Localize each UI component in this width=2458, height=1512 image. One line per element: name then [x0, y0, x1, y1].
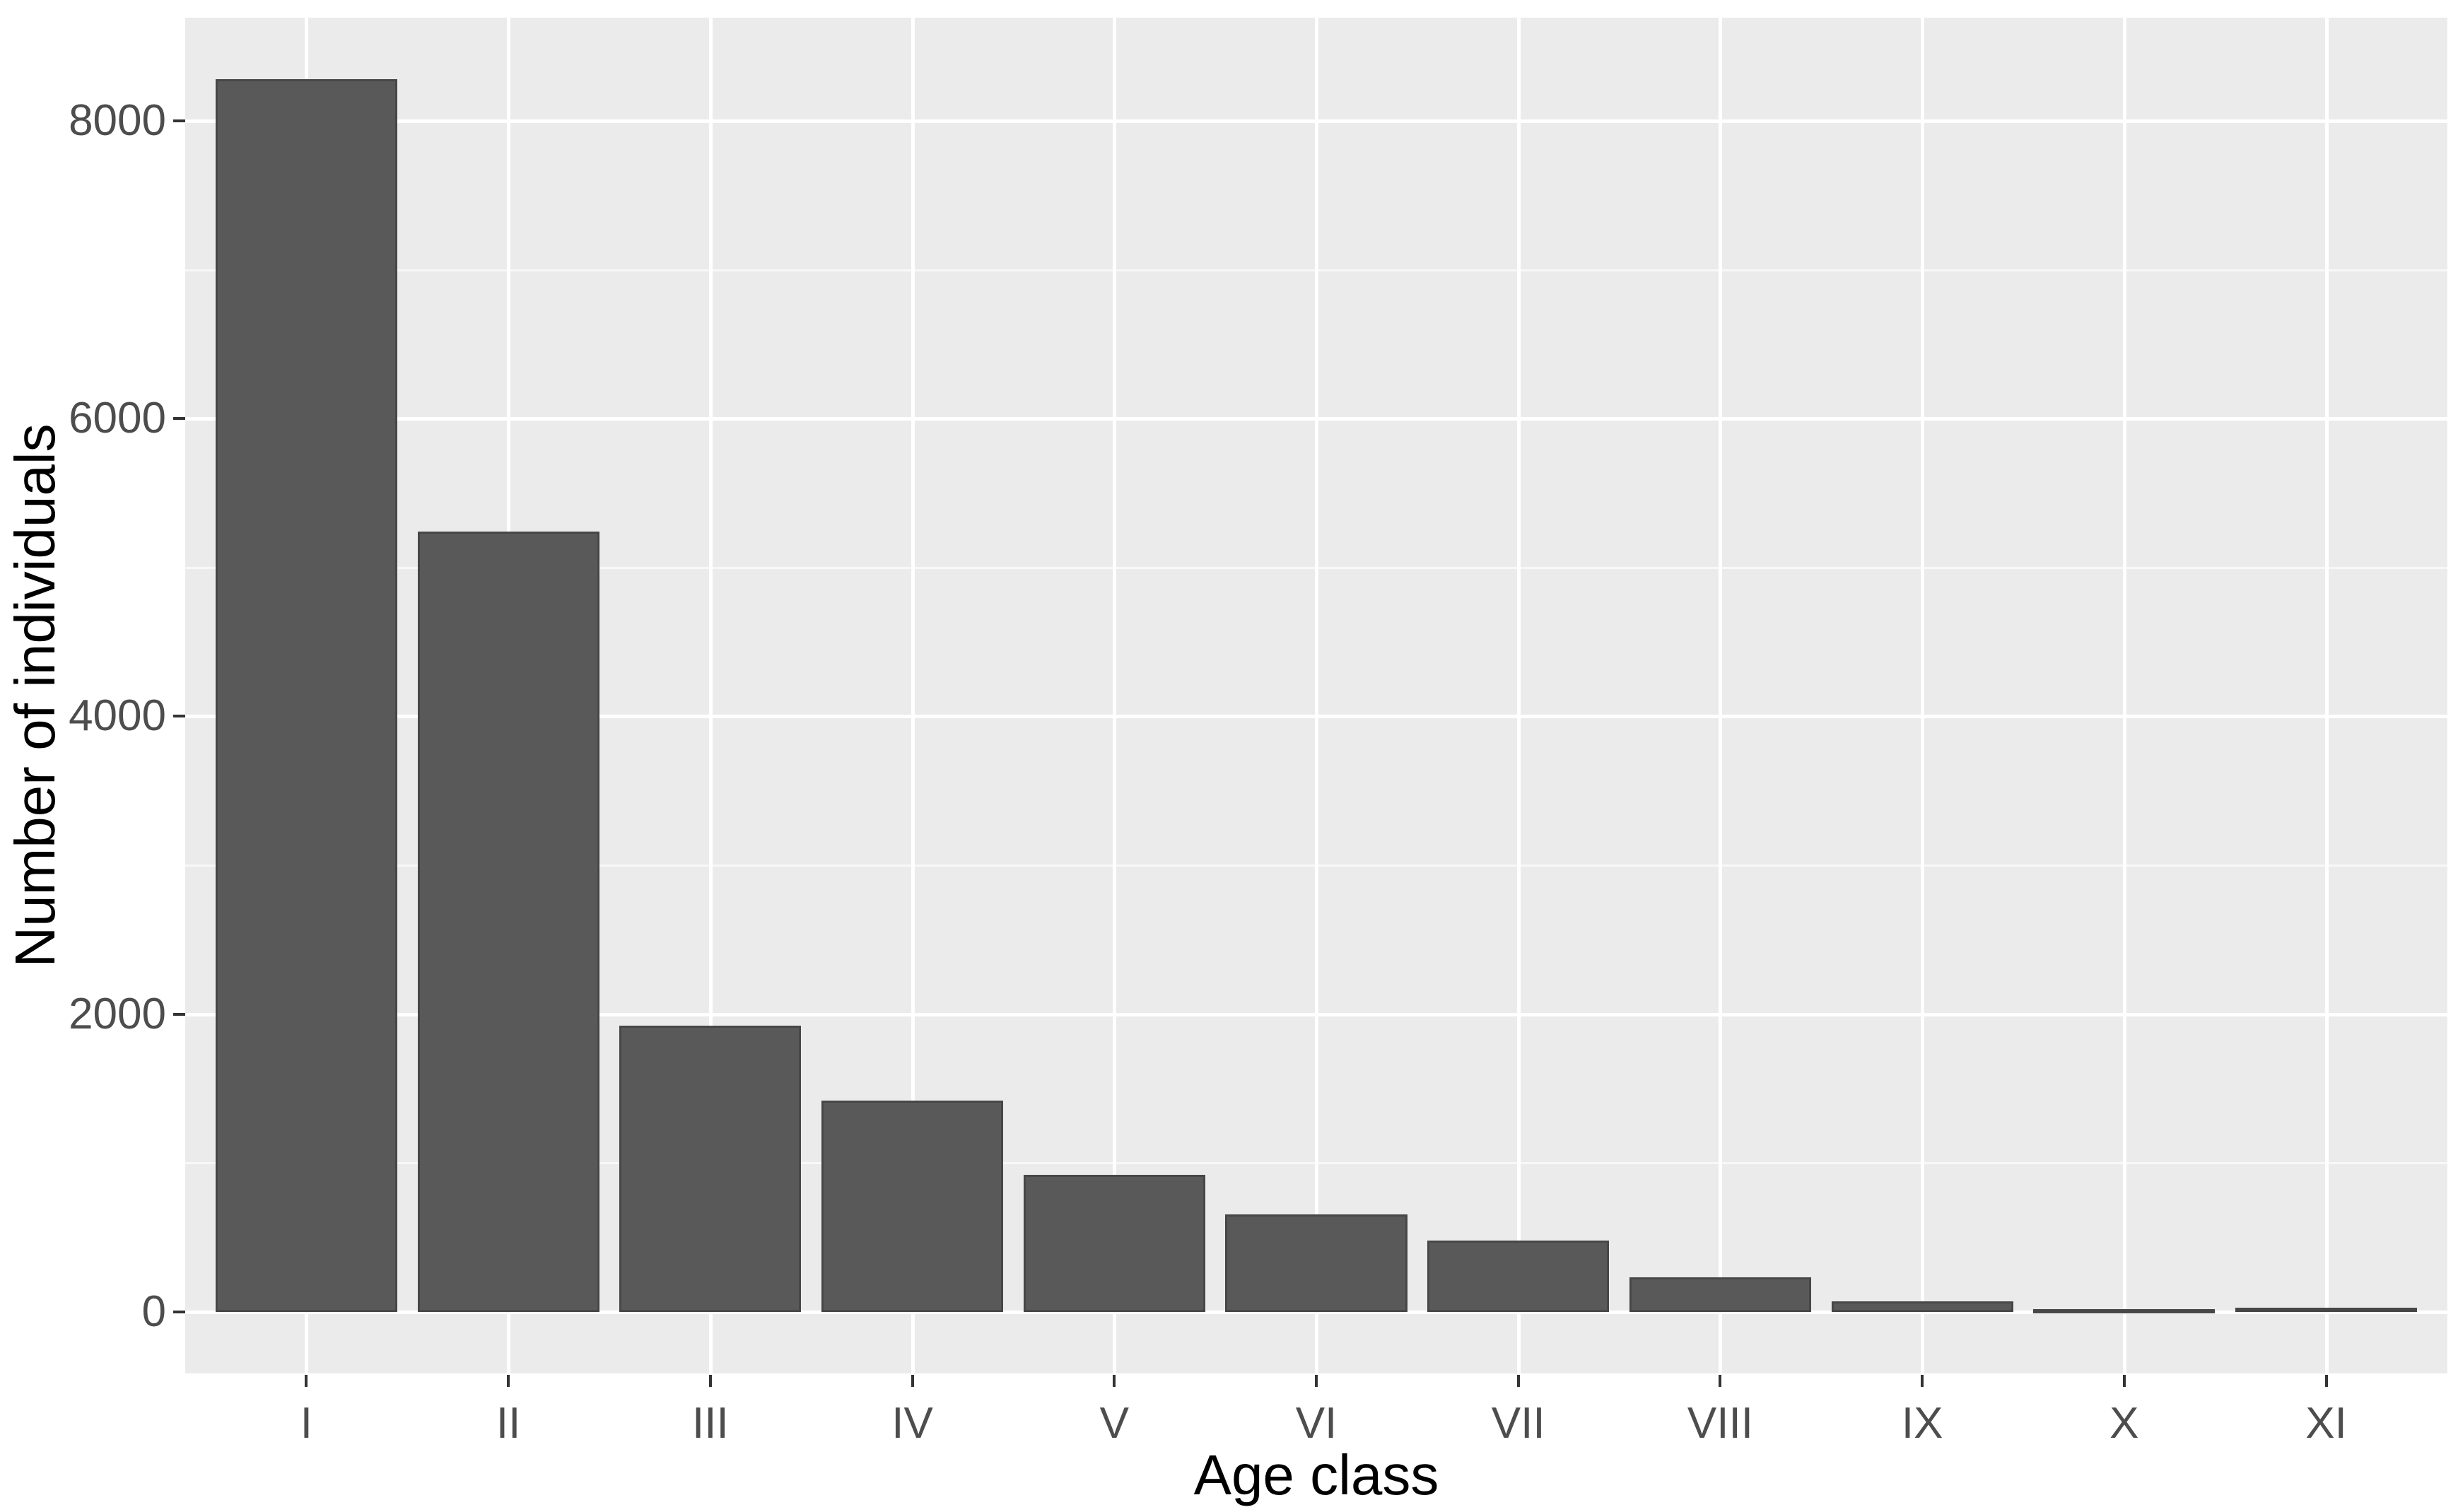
y-tick-label: 0: [141, 1287, 166, 1336]
x-axis-title: Age class: [1193, 1443, 1439, 1506]
y-tick-mark: [173, 417, 185, 421]
x-tick-mark: [911, 1375, 914, 1387]
grid-vertical-line: [1516, 18, 1521, 1373]
plot-panel: [185, 18, 2447, 1373]
grid-vertical-line: [1315, 18, 1318, 1373]
y-tick-label: 6000: [69, 394, 166, 443]
x-tick-mark: [2122, 1375, 2126, 1387]
x-tick-mark: [1113, 1375, 1116, 1387]
x-tick-mark: [1921, 1375, 1924, 1387]
x-tick-mark: [2324, 1375, 2328, 1387]
x-tick-label: VIII: [1687, 1399, 1753, 1448]
bar-IV: [821, 1100, 1004, 1312]
grid-vertical-line: [1113, 18, 1117, 1373]
bar-IX: [1831, 1301, 2013, 1312]
grid-vertical-line: [911, 18, 915, 1373]
bar-V: [1023, 1175, 1205, 1312]
y-tick-mark: [173, 715, 185, 718]
bar-X: [2033, 1308, 2216, 1313]
y-tick-mark: [173, 1310, 185, 1313]
y-tick-label: 8000: [69, 96, 166, 146]
x-tick-label: II: [496, 1399, 521, 1448]
bar-XI: [2235, 1307, 2418, 1312]
y-axis-title: Number of individuals: [4, 423, 66, 968]
x-tick-mark: [1719, 1375, 1722, 1387]
x-tick-label: IV: [891, 1399, 933, 1448]
x-tick-mark: [305, 1375, 308, 1387]
bar-VI: [1225, 1214, 1408, 1312]
x-tick-label: XI: [2305, 1399, 2347, 1448]
x-tick-label: V: [1099, 1399, 1129, 1448]
grid-vertical-line: [1719, 18, 1723, 1373]
y-tick-label: 4000: [69, 691, 166, 741]
y-tick-mark: [173, 119, 185, 123]
grid-vertical-line: [2122, 18, 2126, 1373]
x-tick-mark: [507, 1375, 510, 1387]
x-tick-label: VII: [1491, 1399, 1545, 1448]
x-tick-label: I: [300, 1399, 313, 1448]
x-tick-label: IX: [1901, 1399, 1943, 1448]
x-tick-mark: [708, 1375, 712, 1387]
x-tick-label: III: [692, 1399, 729, 1448]
y-tick-mark: [173, 1012, 185, 1016]
grid-vertical-line: [1921, 18, 1925, 1373]
y-tick-label: 2000: [69, 989, 166, 1038]
bar-II: [417, 532, 599, 1312]
grid-vertical-line: [2324, 18, 2329, 1373]
grid-vertical-line: [708, 18, 713, 1373]
x-tick-mark: [1516, 1375, 1520, 1387]
x-tick-label: X: [2109, 1399, 2139, 1448]
x-tick-mark: [1315, 1375, 1318, 1387]
bar-III: [619, 1026, 802, 1312]
bar-VIII: [1629, 1277, 1811, 1312]
x-tick-label: VI: [1295, 1399, 1338, 1448]
bar-VII: [1427, 1240, 1610, 1312]
bar-I: [215, 79, 397, 1312]
